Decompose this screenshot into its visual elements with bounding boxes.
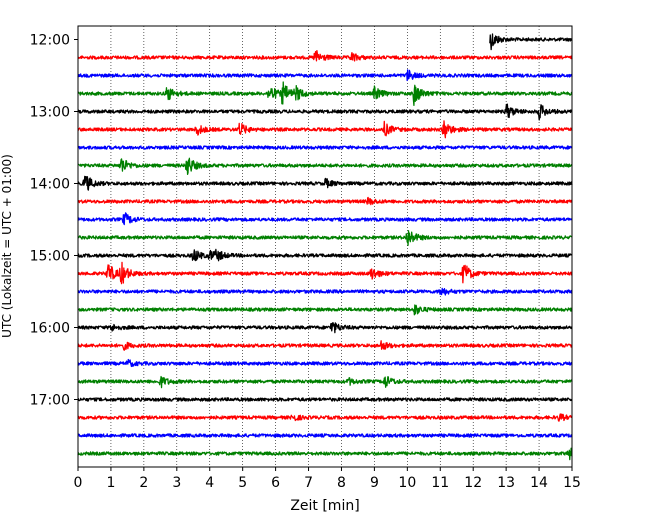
trace-1415 bbox=[77, 196, 573, 206]
trace-1515 bbox=[77, 261, 573, 285]
y-tick-label: 15:00 bbox=[30, 249, 70, 265]
trace-1445 bbox=[77, 230, 573, 246]
x-tick-label: 11 bbox=[431, 475, 449, 491]
x-tick-label: 6 bbox=[271, 475, 280, 491]
x-tick-label: 3 bbox=[172, 475, 181, 491]
x-tick-label: 15 bbox=[563, 475, 581, 491]
x-tick-label: 2 bbox=[139, 475, 148, 491]
x-tick-label: 1 bbox=[106, 475, 115, 491]
x-tick-label: 4 bbox=[205, 475, 214, 491]
x-tick-label: 10 bbox=[398, 475, 416, 491]
trace-1530 bbox=[77, 287, 573, 296]
trace-1545 bbox=[77, 304, 573, 316]
x-axis-label: Zeit [min] bbox=[290, 498, 359, 514]
plot-frame bbox=[77, 25, 573, 468]
y-tick-label: 17:00 bbox=[30, 393, 70, 409]
seismogram-traces bbox=[77, 33, 573, 461]
trace-1300 bbox=[77, 103, 573, 121]
y-axis-ticks: 12:00 13:00 14:00 15:00 16:00 17:00 bbox=[30, 33, 78, 409]
trace-1345 bbox=[77, 157, 573, 175]
x-tick-label: 0 bbox=[74, 475, 83, 491]
trace-1400 bbox=[77, 175, 573, 191]
trace-1645 bbox=[77, 375, 573, 389]
trace-1615 bbox=[77, 340, 573, 351]
x-tick-label: 8 bbox=[337, 475, 346, 491]
trace-1245 bbox=[77, 81, 573, 106]
trace-1215 bbox=[77, 49, 573, 62]
trace-1600 bbox=[77, 322, 573, 334]
y-axis-label: UTC (Lokalzeit = UTC + 01:00) bbox=[0, 154, 14, 338]
trace-1315 bbox=[77, 120, 573, 139]
y-tick-label: 13:00 bbox=[30, 105, 70, 121]
x-tick-label: 9 bbox=[370, 475, 379, 491]
y-tick-label: 14:00 bbox=[30, 177, 70, 193]
x-axis-ticks: 0 1 2 3 4 5 6 7 8 9 10 11 12 13 14 15 bbox=[74, 467, 581, 491]
trace-1700 bbox=[77, 397, 573, 402]
y-tick-label: 12:00 bbox=[30, 33, 70, 49]
x-tick-label: 12 bbox=[464, 475, 482, 491]
trace-1430 bbox=[77, 212, 573, 226]
trace-1745 bbox=[77, 447, 573, 461]
trace-1715 bbox=[77, 413, 573, 422]
y-tick-label: 16:00 bbox=[30, 321, 70, 337]
x-tick-label: 14 bbox=[530, 475, 548, 491]
trace-1230 bbox=[77, 69, 573, 82]
trace-1330 bbox=[77, 145, 573, 150]
trace-1630 bbox=[77, 358, 573, 368]
x-tick-label: 5 bbox=[238, 475, 247, 491]
trace-1200 bbox=[489, 33, 573, 51]
trace-1500 bbox=[77, 248, 573, 262]
x-tick-label: 7 bbox=[304, 475, 313, 491]
trace-1730 bbox=[77, 433, 573, 438]
x-tick-label: 13 bbox=[497, 475, 515, 491]
